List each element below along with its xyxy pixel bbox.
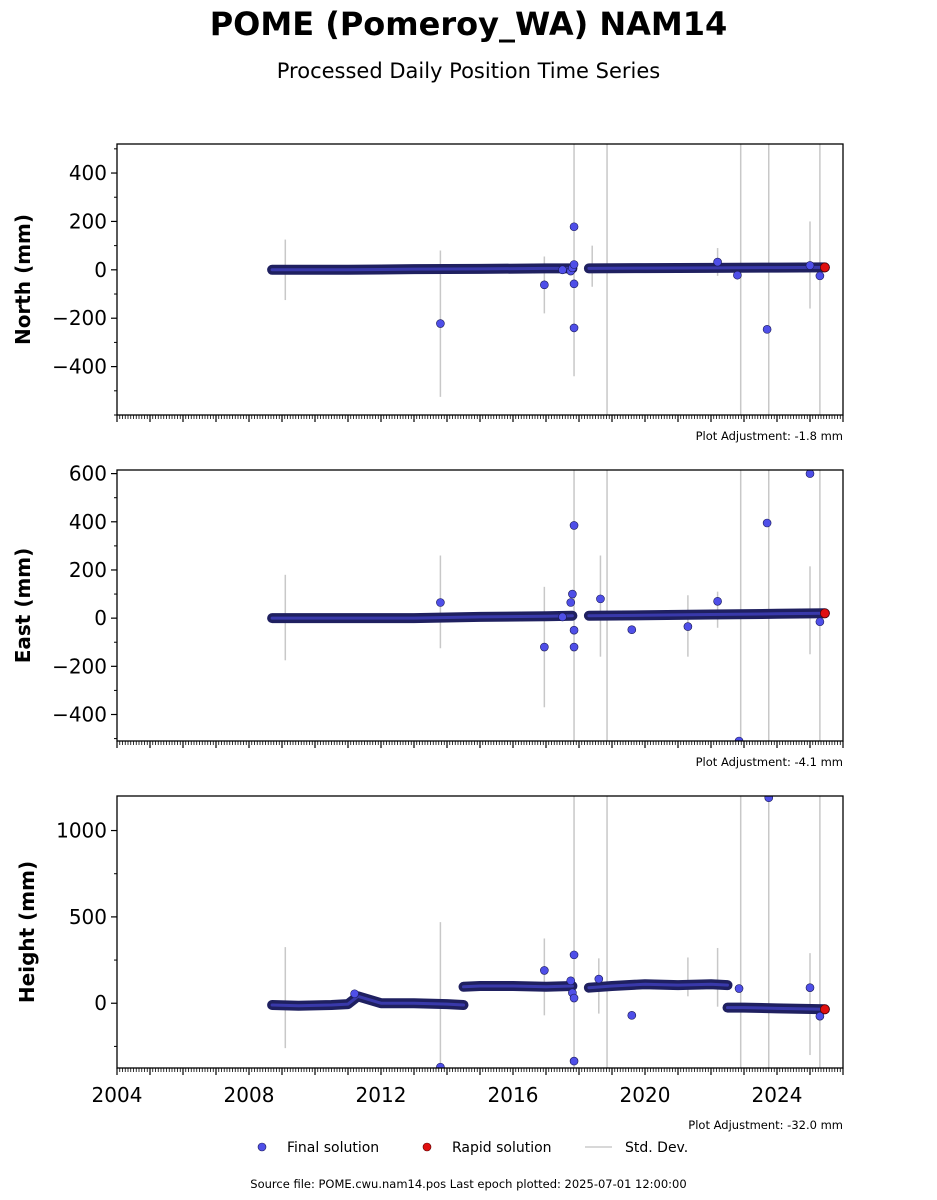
final-solution-point: [713, 596, 722, 606]
final-solution-point: [566, 598, 576, 607]
final-solution-point: [815, 1011, 825, 1021]
x-tick-label: 2024: [752, 1083, 803, 1107]
y-tick-label: −200: [52, 654, 107, 678]
rapid-solution-point: [819, 608, 830, 619]
final-solution-point: [713, 257, 722, 267]
final-solution-point: [566, 976, 576, 986]
legend-final-label: Final solution: [287, 1140, 379, 1156]
y-tick-label: 400: [69, 161, 107, 185]
final-solution-track-highlight: [587, 611, 827, 618]
final-solution-point: [569, 642, 579, 652]
final-solution-point: [815, 271, 825, 281]
final-solution-track-highlight: [726, 1006, 827, 1011]
plot-area: [267, 796, 830, 1068]
final-solution-track-highlight: [462, 984, 574, 989]
plot-adjustment-note: Plot Adjustment: -1.8 mm: [696, 429, 843, 443]
panel-2: 1000 500 0 2004 2008 2012 2016 2020 2024 Height (…: [15, 795, 844, 1132]
y-axis-label: Height (mm): [15, 861, 39, 1003]
final-solution-point: [805, 470, 815, 478]
final-solution-point: [436, 319, 445, 328]
final-solution-point: [805, 261, 815, 270]
panels-group: 400 200 0 −200 −400 North (mm) Plot Adjustment…: [11, 143, 844, 1132]
legend-final-marker: [257, 1142, 267, 1152]
rapid-solution-point: [819, 1004, 830, 1015]
figure-subtitle: Processed Daily Position Time Series: [277, 59, 661, 83]
figure-title: POME (Pomeroy_WA) NAM14: [210, 5, 728, 43]
y-tick-label: −400: [52, 355, 107, 379]
final-solution-point: [558, 265, 567, 275]
final-solution-point: [569, 993, 579, 1003]
final-solution-point: [558, 612, 567, 622]
final-solution-point: [569, 279, 579, 289]
legend-stddev-label: Std. Dev.: [625, 1140, 688, 1156]
rapid-solution-point: [819, 262, 830, 273]
plot-area: [267, 144, 830, 415]
y-tick-label: 0: [94, 991, 107, 1015]
legend-rapid-label: Rapid solution: [452, 1140, 552, 1156]
final-solution-point: [540, 280, 549, 290]
final-solution-point: [762, 325, 772, 334]
final-solution-track-highlight: [587, 265, 827, 270]
panel-1: 600 400 200 0 −200 −400 East (mm) Plot Adjustme…: [11, 462, 844, 769]
final-solution-point: [569, 222, 579, 232]
legend-rapid-marker: [422, 1142, 432, 1152]
final-solution-point: [436, 598, 445, 607]
plot-adjustment-note: Plot Adjustment: -4.1 mm: [696, 755, 843, 769]
final-solution-point: [762, 518, 772, 528]
y-tick-label: 600: [69, 462, 107, 486]
final-solution-point: [568, 589, 577, 599]
final-solution-point: [569, 1056, 579, 1066]
panel-0: 400 200 0 −200 −400 North (mm) Plot Adjustment…: [11, 143, 844, 443]
final-solution-point: [350, 989, 359, 999]
panel-frame: [116, 469, 844, 742]
final-solution-point: [436, 1062, 445, 1068]
final-solution-point: [733, 270, 742, 280]
final-solution-track-highlight: [270, 266, 574, 272]
final-solution-point: [569, 521, 579, 530]
x-tick-label: 2012: [356, 1083, 407, 1107]
y-axis-label: East (mm): [11, 548, 35, 664]
final-solution-point: [596, 594, 605, 604]
final-solution-point: [540, 642, 549, 652]
plot-area: [267, 470, 830, 741]
panel-frame: [116, 143, 844, 416]
panel-frame: [116, 795, 844, 1069]
final-solution-point: [569, 323, 579, 333]
y-tick-label: 200: [69, 558, 107, 582]
final-solution-point: [594, 974, 604, 984]
final-solution-point: [569, 950, 579, 960]
final-solution-point: [569, 260, 579, 269]
final-solution-point: [683, 622, 693, 631]
final-solution-point: [764, 796, 774, 803]
y-tick-label: 0: [94, 606, 107, 630]
x-tick-label: 2004: [92, 1083, 143, 1107]
y-tick-label: 500: [69, 905, 107, 929]
x-tick-label: 2016: [488, 1083, 539, 1107]
y-tick-label: 200: [69, 209, 107, 233]
x-tick-label: 2020: [620, 1083, 671, 1107]
y-tick-label: −400: [52, 703, 107, 727]
y-axis-label: North (mm): [11, 214, 35, 345]
final-solution-point: [815, 617, 825, 627]
final-solution-point: [627, 625, 637, 635]
final-solution-track-highlight: [270, 614, 574, 620]
x-tick-label: 2008: [224, 1083, 275, 1107]
final-solution-point: [734, 736, 744, 741]
final-solution-point: [734, 984, 744, 993]
final-solution-point: [805, 983, 815, 992]
source-note: Source file: POME.cwu.nam14.pos Last epo…: [250, 1177, 686, 1191]
final-solution-track-highlight: [587, 982, 729, 990]
y-tick-label: 0: [94, 258, 107, 282]
final-solution-point: [627, 1011, 637, 1020]
y-tick-label: 400: [69, 510, 107, 534]
y-tick-label: −200: [52, 306, 107, 330]
plot-adjustment-note: Plot Adjustment: -32.0 mm: [688, 1118, 843, 1132]
legend: Final solution Rapid solution Std. Dev.: [257, 1140, 688, 1156]
final-solution-point: [540, 966, 549, 975]
final-solution-point: [569, 625, 579, 635]
y-tick-label: 1000: [56, 819, 107, 843]
